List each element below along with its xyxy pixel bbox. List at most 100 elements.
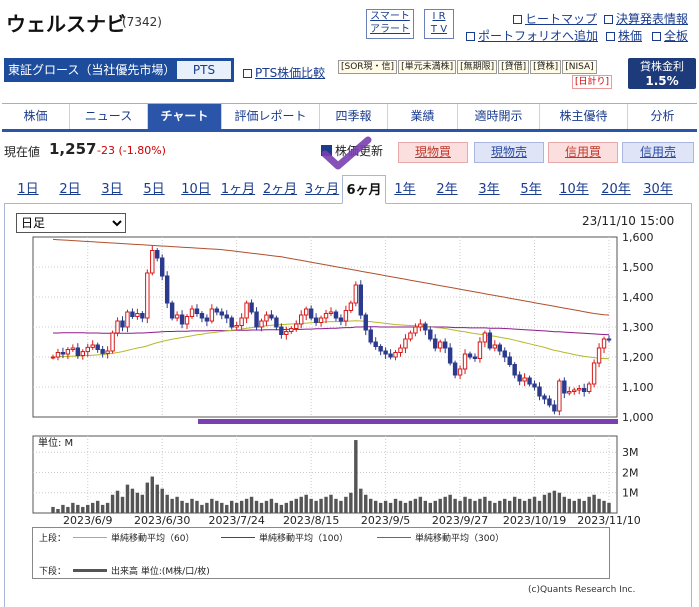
- tab-performance[interactable]: 業績: [388, 104, 458, 129]
- candle-body: [194, 308, 200, 314]
- smart-alert-button[interactable]: スマート アラート: [366, 9, 414, 39]
- full-board-label: 全板: [664, 29, 689, 43]
- ma100-line: [53, 326, 610, 336]
- period-tab-2m[interactable]: 2ヶ月: [262, 182, 298, 197]
- volume-bar: [527, 498, 532, 513]
- stock-price-label: 株価: [618, 29, 643, 43]
- volume-bar: [398, 500, 403, 513]
- volume-tick-label: 2M: [622, 466, 639, 479]
- candle-body: [289, 328, 294, 332]
- period-tab-5y[interactable]: 5年: [520, 182, 542, 197]
- candle-body: [110, 332, 115, 352]
- pts-compare-link[interactable]: PTS株価比較: [243, 64, 325, 81]
- volume-bar: [140, 494, 145, 513]
- candle-body: [408, 332, 413, 340]
- tab-stock-price[interactable]: 株価: [2, 104, 70, 129]
- price-tick-label: 1,100: [622, 381, 654, 394]
- company-name: ウェルスナビ: [6, 12, 126, 36]
- tab-shikiho[interactable]: 四季報: [320, 104, 388, 129]
- period-tab-1y[interactable]: 1年: [394, 182, 416, 197]
- volume-bar: [443, 496, 447, 513]
- heatmap-link[interactable]: ヒートマップ: [513, 10, 597, 27]
- tab-disclosure[interactable]: 適時開示: [458, 104, 540, 129]
- period-tab-10y[interactable]: 10年: [559, 182, 589, 197]
- pts-button[interactable]: PTS: [177, 61, 231, 79]
- tag-tangen: [単元未満株]: [398, 60, 457, 74]
- tab-analysis[interactable]: 分析: [650, 109, 675, 123]
- period-tab-6m[interactable]: 6ヶ月: [342, 175, 386, 204]
- candle-body: [447, 347, 453, 364]
- genbutsu-buy-button[interactable]: 現物買: [398, 142, 468, 163]
- volume-bar: [66, 506, 70, 513]
- volume-bar: [334, 498, 338, 513]
- candle-body: [264, 314, 269, 322]
- tab-chart[interactable]: チャート: [148, 104, 222, 129]
- volume-bar: [115, 490, 120, 513]
- earnings-link[interactable]: 決算発表情報: [604, 10, 688, 27]
- period-tab-3d[interactable]: 3日: [101, 182, 123, 197]
- price-tick-label: 1,000: [622, 411, 654, 424]
- period-tab-3m[interactable]: 3ヶ月: [304, 182, 340, 197]
- candle-body: [572, 389, 577, 392]
- shinyo-sell-button[interactable]: 信用売: [622, 142, 694, 163]
- candle-body: [586, 383, 592, 392]
- candle-body: [497, 344, 502, 352]
- candle-body: [338, 317, 344, 322]
- volume-bar: [135, 492, 140, 513]
- portfolio-add-link[interactable]: ポートフォリオへ追加: [466, 27, 598, 44]
- stock-price-link[interactable]: 株価: [606, 27, 642, 44]
- period-tab-1m[interactable]: 1ヶ月: [220, 182, 256, 197]
- period-tab-1d[interactable]: 1日: [17, 182, 39, 197]
- date-tick-label: 2023/6/9: [63, 514, 112, 527]
- tab-shareholder-benefits[interactable]: 株主優待: [540, 104, 628, 129]
- period-tab-10d[interactable]: 10日: [181, 182, 211, 197]
- shinyo-buy-button[interactable]: 信用買: [548, 142, 618, 163]
- volume-bar: [602, 500, 606, 513]
- chart-grid: [32, 236, 618, 514]
- date-tick-label: 2023/8/15: [283, 514, 339, 527]
- candle-body: [353, 284, 359, 304]
- volume-bar: [423, 500, 428, 513]
- tab-news[interactable]: ニュース: [70, 104, 148, 129]
- volume-bar: [562, 496, 567, 513]
- candle-body: [164, 275, 170, 304]
- candle-body: [502, 350, 507, 358]
- period-tab-2y[interactable]: 2年: [436, 182, 458, 197]
- ma300-line: [52, 238, 610, 316]
- candle-body: [60, 352, 66, 355]
- period-tab-20y[interactable]: 20年: [601, 182, 631, 197]
- trade-tags: [SOR現・信] [単元未満株] [無期限] [貸借] [貸株] [NISA]: [338, 60, 598, 74]
- main-nav: 株価 ニュース チャート 評価レポート 四季報 業績 適時開示 株主優待 分析: [2, 103, 697, 132]
- volume-bar: [607, 502, 611, 513]
- candlesticks: [50, 245, 612, 416]
- period-tab-5d[interactable]: 5日: [143, 182, 165, 197]
- genbutsu-sell-button[interactable]: 現物売: [474, 142, 544, 163]
- volume-bar: [200, 504, 204, 513]
- volume-bar: [195, 500, 199, 513]
- candle-body: [378, 346, 383, 352]
- lending-rate-badge[interactable]: 貸株金利 1.5%: [628, 58, 696, 89]
- volume-bar: [91, 502, 95, 513]
- candle-body: [581, 388, 587, 392]
- period-tab-3y[interactable]: 3年: [478, 182, 500, 197]
- candle-body: [442, 341, 448, 349]
- candle-body: [363, 314, 368, 331]
- volume-bar: [299, 496, 303, 513]
- candle-body: [413, 326, 418, 334]
- candle-body: [130, 311, 135, 317]
- tab-rating-report[interactable]: 評価レポート: [222, 104, 320, 129]
- full-board-link[interactable]: 全板: [652, 27, 688, 44]
- period-tab-2d[interactable]: 2日: [59, 182, 81, 197]
- volume-bar: [329, 494, 333, 513]
- ir-tv-button[interactable]: I R T V: [424, 9, 454, 39]
- period-tab-30y[interactable]: 30年: [643, 182, 673, 197]
- candle-body: [279, 326, 284, 335]
- candle-body: [169, 302, 175, 319]
- volume-bar: [587, 496, 591, 513]
- candle-body: [90, 344, 95, 348]
- market-selected[interactable]: 東証グロース（当社優先市場）: [8, 63, 176, 77]
- tv-label: T V: [430, 24, 448, 35]
- stock-code: (7342): [122, 15, 162, 29]
- candle-period-select[interactable]: 日足: [16, 213, 126, 233]
- candle-body: [388, 353, 393, 358]
